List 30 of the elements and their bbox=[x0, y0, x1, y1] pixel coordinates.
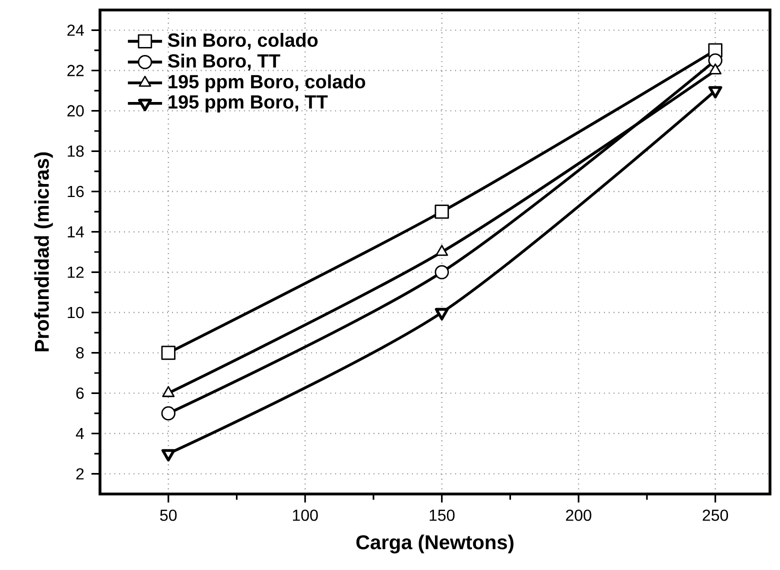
point bbox=[162, 386, 175, 398]
y-tick-label: 20 bbox=[67, 105, 84, 116]
point bbox=[708, 86, 722, 98]
legend-label: 195 ppm Boro, TT bbox=[168, 95, 328, 112]
x-tick-label: 250 bbox=[702, 510, 728, 521]
y-tick-label: 12 bbox=[68, 266, 84, 278]
y-tick-label: 8 bbox=[76, 347, 84, 358]
x-axis-title: Carga (Newtons) bbox=[356, 534, 514, 554]
x-tick-label: 100 bbox=[292, 510, 318, 521]
point bbox=[161, 346, 176, 360]
y-tick-label: 2 bbox=[76, 468, 84, 480]
x-tick-label: 150 bbox=[430, 510, 455, 521]
point bbox=[708, 53, 722, 68]
y-axis-title: Profundidad (micras) bbox=[34, 152, 53, 352]
y-tick-label: 14 bbox=[68, 226, 84, 238]
y-tick-label: 16 bbox=[68, 186, 84, 198]
point bbox=[161, 406, 176, 420]
point bbox=[434, 265, 449, 280]
y-tick-label: 18 bbox=[68, 146, 84, 157]
y-tick-label: 10 bbox=[68, 306, 84, 318]
legend-label: Sin Boro, TT bbox=[168, 54, 280, 70]
y-tick-label: 6 bbox=[76, 388, 84, 399]
y-tick-label: 4 bbox=[76, 428, 84, 440]
legend-label: Sin Boro, colado bbox=[168, 32, 318, 50]
y-tick-label: 24 bbox=[67, 24, 84, 36]
x-tick-label: 200 bbox=[566, 510, 592, 521]
legend-label: 195 ppm Boro, colado bbox=[168, 74, 366, 92]
point bbox=[434, 204, 449, 219]
x-tick-label: 50 bbox=[160, 510, 177, 521]
y-tick-label: 22 bbox=[67, 64, 84, 76]
